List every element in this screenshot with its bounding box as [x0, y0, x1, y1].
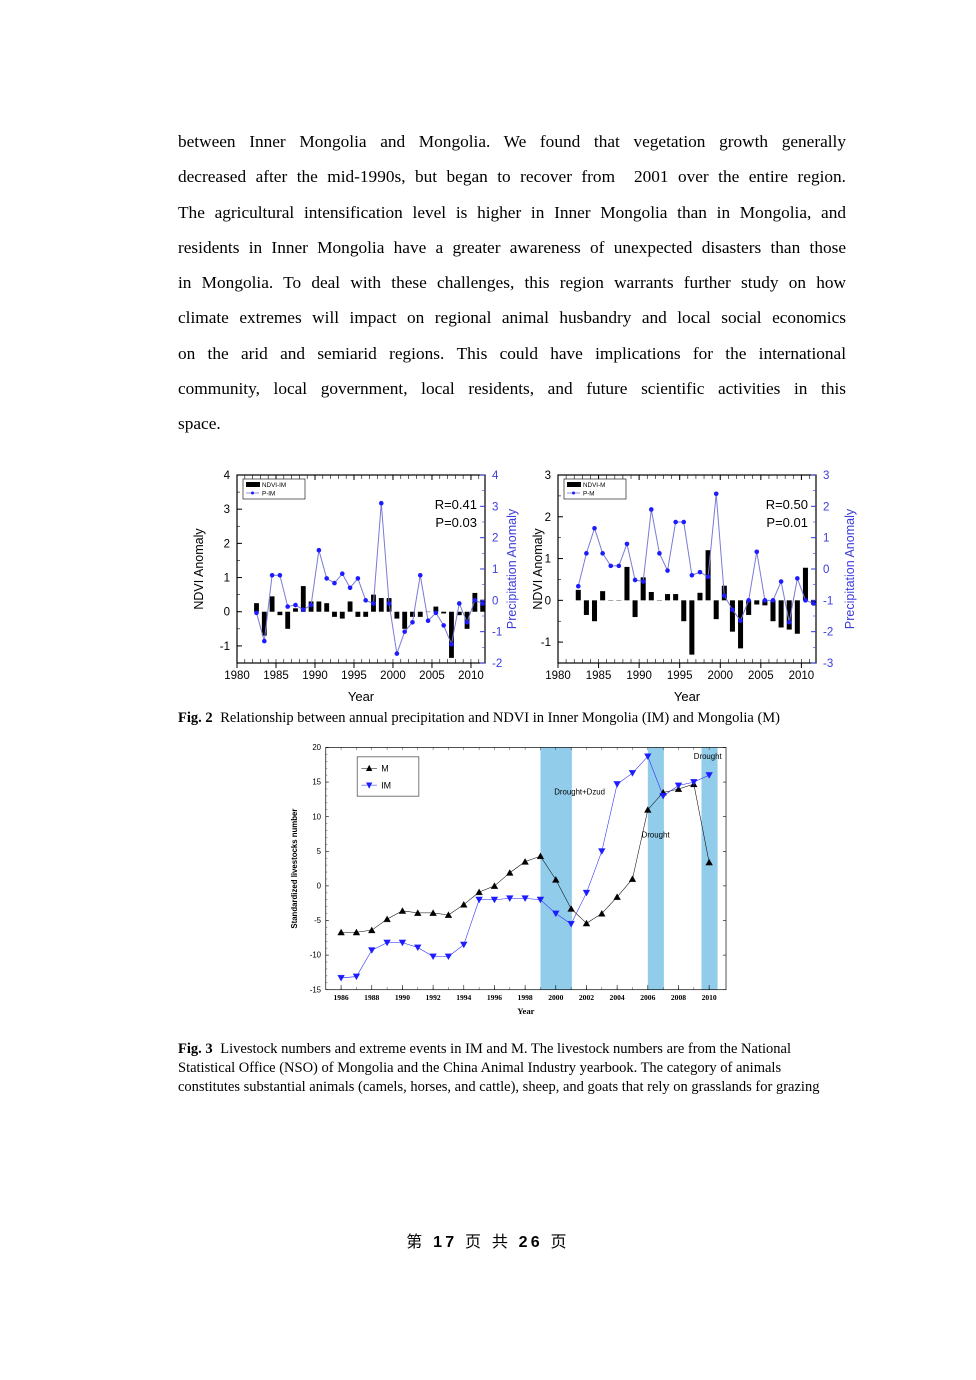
svg-text:Year: Year	[674, 689, 701, 704]
svg-text:-5: -5	[314, 916, 322, 925]
svg-text:1994: 1994	[456, 993, 471, 1002]
svg-text:R=0.41: R=0.41	[435, 497, 477, 512]
svg-text:4: 4	[224, 470, 231, 482]
svg-text:2005: 2005	[419, 670, 445, 682]
svg-text:20: 20	[312, 743, 321, 752]
svg-text:P=0.01: P=0.01	[766, 515, 808, 530]
svg-text:1988: 1988	[364, 993, 379, 1002]
svg-text:5: 5	[317, 847, 322, 856]
svg-text:-3: -3	[823, 658, 833, 670]
svg-text:1992: 1992	[426, 993, 441, 1002]
svg-text:1995: 1995	[341, 670, 367, 682]
svg-text:NDVI Anomaly: NDVI Anomaly	[531, 528, 545, 610]
svg-text:2004: 2004	[610, 993, 625, 1002]
svg-text:Standardized livestocks number: Standardized livestocks number	[290, 809, 299, 929]
svg-text:2000: 2000	[380, 670, 406, 682]
svg-text:1980: 1980	[224, 670, 250, 682]
svg-text:R=0.50: R=0.50	[766, 497, 808, 512]
svg-text:1: 1	[545, 554, 551, 566]
svg-text:2002: 2002	[579, 993, 594, 1002]
svg-text:-15: -15	[310, 985, 322, 994]
svg-text:-2: -2	[823, 627, 833, 639]
svg-text:NDVI-M: NDVI-M	[583, 482, 605, 489]
svg-text:P=0.03: P=0.03	[435, 515, 477, 530]
svg-text:0: 0	[545, 595, 551, 607]
svg-text:1985: 1985	[263, 670, 289, 682]
svg-text:2006: 2006	[640, 993, 655, 1002]
svg-text:3: 3	[545, 470, 551, 482]
svg-text:M: M	[381, 764, 388, 774]
svg-text:10: 10	[312, 812, 321, 821]
svg-text:2010: 2010	[458, 670, 484, 682]
svg-text:2008: 2008	[671, 993, 686, 1002]
svg-text:Drought+Dzud: Drought+Dzud	[554, 788, 605, 797]
svg-text:0: 0	[823, 564, 829, 576]
svg-text:-1: -1	[541, 637, 551, 649]
svg-text:1986: 1986	[334, 993, 349, 1002]
svg-text:3: 3	[823, 470, 829, 482]
svg-text:3: 3	[224, 504, 230, 516]
svg-text:1990: 1990	[395, 993, 410, 1002]
svg-text:1990: 1990	[302, 670, 328, 682]
svg-text:1: 1	[224, 573, 230, 585]
svg-text:1990: 1990	[626, 670, 652, 682]
svg-text:-10: -10	[310, 951, 322, 960]
svg-text:0: 0	[224, 607, 230, 619]
svg-text:15: 15	[312, 778, 321, 787]
svg-text:2: 2	[224, 538, 230, 550]
svg-text:2010: 2010	[789, 670, 815, 682]
svg-text:1980: 1980	[545, 670, 571, 682]
svg-text:1: 1	[823, 533, 829, 545]
svg-text:0: 0	[317, 882, 322, 891]
svg-text:P-IM: P-IM	[262, 491, 275, 498]
svg-text:1998: 1998	[518, 993, 533, 1002]
svg-text:2005: 2005	[748, 670, 774, 682]
svg-text:IM: IM	[381, 780, 391, 790]
svg-text:-1: -1	[823, 595, 833, 607]
svg-text:2010: 2010	[702, 993, 717, 1002]
svg-text:-1: -1	[220, 641, 230, 653]
svg-text:Drought: Drought	[694, 752, 723, 761]
svg-text:1996: 1996	[487, 993, 502, 1002]
svg-text:Precipitation Anomaly: Precipitation Anomaly	[843, 508, 857, 629]
svg-text:2000: 2000	[707, 670, 733, 682]
svg-text:1995: 1995	[667, 670, 693, 682]
svg-text:2: 2	[823, 501, 829, 513]
svg-text:P-M: P-M	[583, 491, 595, 498]
svg-text:NDVI-IM: NDVI-IM	[262, 482, 286, 489]
svg-text:NDVI Anomaly: NDVI Anomaly	[192, 528, 206, 610]
svg-text:1985: 1985	[586, 670, 612, 682]
svg-text:Drought: Drought	[642, 830, 671, 839]
svg-text:Year: Year	[348, 689, 375, 704]
svg-text:2000: 2000	[548, 993, 563, 1002]
svg-text:2: 2	[545, 512, 551, 524]
svg-text:Year: Year	[517, 1006, 534, 1016]
